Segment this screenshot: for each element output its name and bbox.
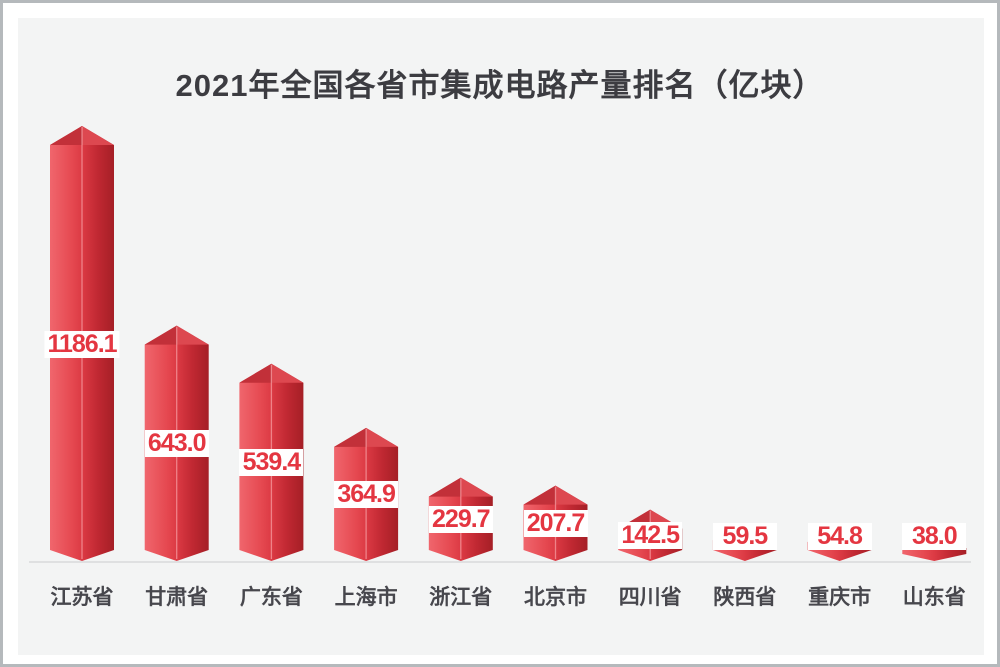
bar-roof-left-facet (144, 325, 177, 345)
bar-roof-right-facet (271, 363, 304, 383)
bar-shape (807, 541, 872, 561)
bar-roof-right-facet (460, 477, 493, 497)
bar-roof-left-facet (239, 363, 272, 383)
bar-roof-right-facet (82, 126, 114, 145)
chart-title: 2021年全国各省市集成电路产量排名（亿块） (175, 68, 825, 103)
bar-chart-canvas (29, 126, 971, 563)
bar-roof-left-facet (428, 477, 461, 497)
bar-shape (712, 540, 777, 561)
bar-roof-right-facet (650, 509, 683, 529)
bar-roof-right-facet (555, 485, 588, 505)
bar-shape (902, 548, 967, 561)
bar-roof-left-facet (523, 485, 556, 505)
bar-roof-left-facet (50, 126, 82, 145)
bar-roof-left-facet (618, 509, 651, 529)
bar-roof-left-facet (334, 427, 367, 447)
bar-roof-right-facet (176, 325, 209, 345)
bar-roof-right-facet (366, 427, 399, 447)
